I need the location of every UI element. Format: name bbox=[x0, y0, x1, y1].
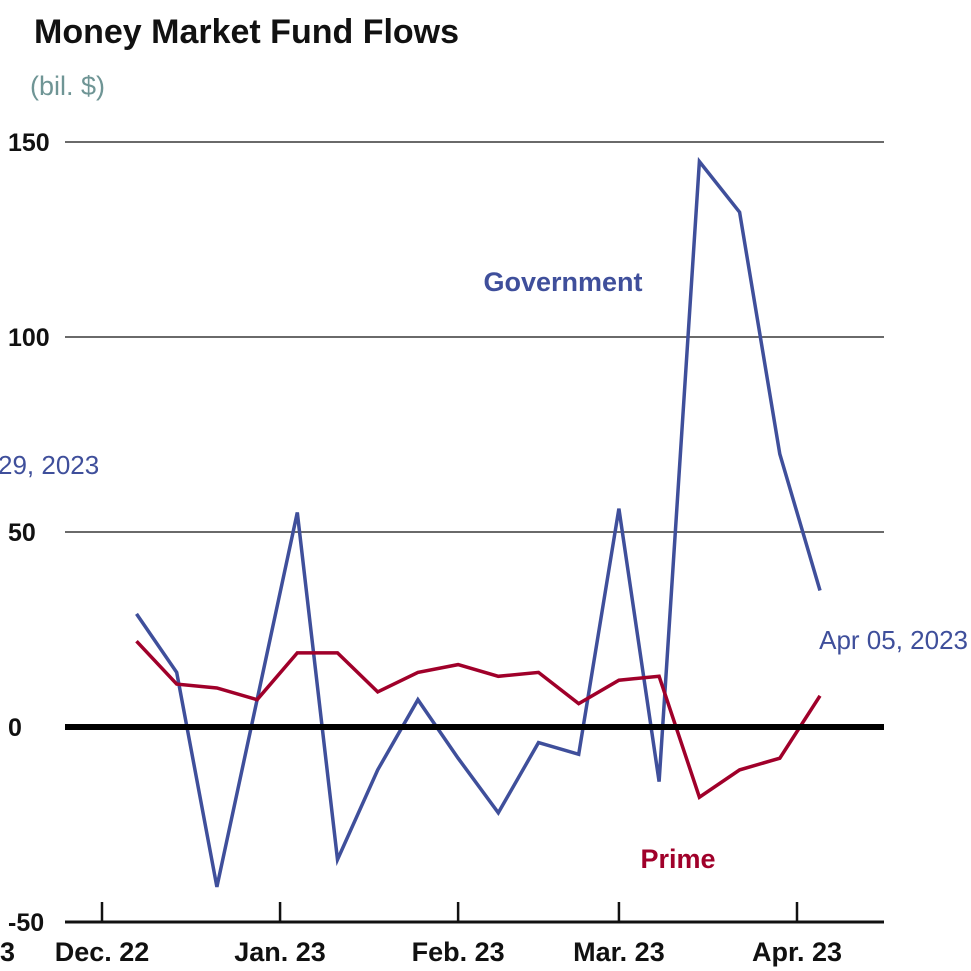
series-lines bbox=[65, 156, 884, 888]
x-tick-label-5: Apr. 23 bbox=[752, 937, 842, 967]
x-tick-label-1: Dec. 22 bbox=[55, 937, 150, 967]
x-tick-label-4: Mar. 23 bbox=[573, 937, 665, 967]
y-tick-label-4: -50 bbox=[8, 909, 44, 937]
hover-date-label-left: 29, 2023 bbox=[0, 450, 99, 480]
y-tick-label-3: 0 bbox=[8, 714, 22, 742]
chart-title: Money Market Fund Flows bbox=[34, 13, 459, 51]
series-line-prime bbox=[135, 640, 822, 800]
y-tick-label-0: 150 bbox=[8, 129, 50, 157]
x-tick-label-2: Jan. 23 bbox=[234, 937, 326, 967]
y-axis-ticks: 150 100 50 0 -50 bbox=[8, 129, 50, 937]
series-line-government bbox=[135, 156, 822, 888]
x-tick-label-0: 3 bbox=[0, 937, 15, 967]
series-label-government: Government bbox=[483, 267, 642, 297]
y-tick-label-2: 50 bbox=[8, 519, 36, 547]
y-tick-label-1: 100 bbox=[8, 324, 50, 352]
x-tick-label-3: Feb. 23 bbox=[412, 937, 505, 967]
chart-units: (bil. $) bbox=[30, 71, 105, 101]
x-axis: 3 Dec. 22 Jan. 23 Feb. 23 Mar. 23 Apr. 23 bbox=[0, 902, 884, 967]
series-label-prime: Prime bbox=[640, 844, 715, 874]
grid-lines bbox=[65, 141, 884, 923]
hover-date-label-right: Apr 05, 2023 bbox=[819, 625, 968, 655]
